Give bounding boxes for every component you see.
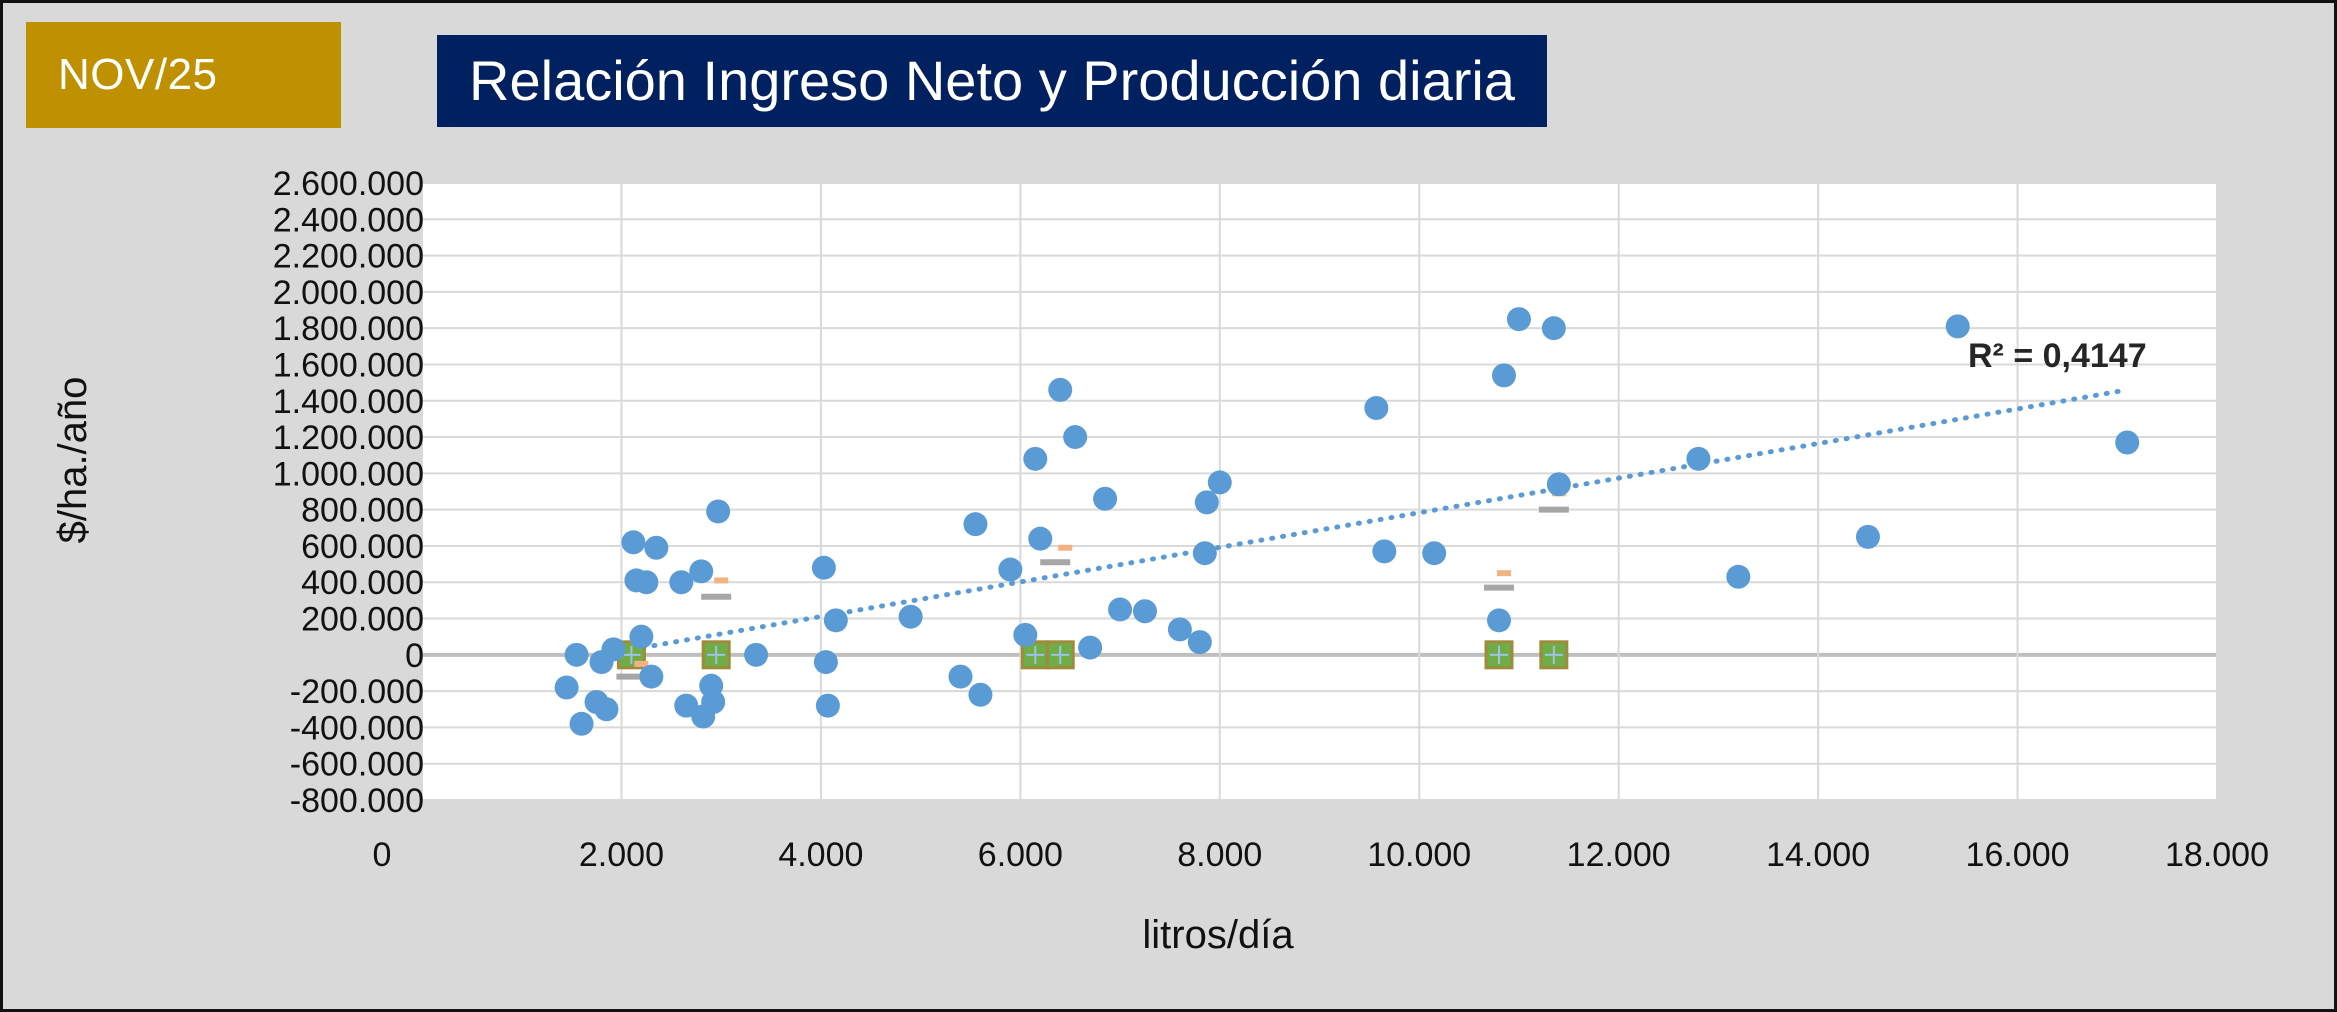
data-point (1167, 617, 1192, 642)
data-point (1491, 363, 1516, 388)
x-tick-label: 10.000 (1367, 836, 1471, 874)
data-point (644, 535, 669, 560)
data-point (813, 650, 838, 675)
square-marker (1045, 640, 1075, 670)
y-tick-label: 1.000.000 (273, 455, 424, 493)
data-point (744, 642, 769, 667)
y-tick-label: 1.400.000 (273, 383, 424, 421)
y-tick-label: 0 (405, 637, 424, 675)
y-tick-label: 2.600.000 (273, 165, 424, 203)
y-tick-label: -600.000 (290, 746, 424, 784)
y-tick-label: 1.600.000 (273, 346, 424, 384)
y-tick-label: -400.000 (290, 709, 424, 747)
data-point (1132, 599, 1157, 624)
data-point (1108, 597, 1133, 622)
data-point (706, 499, 731, 524)
data-point (1048, 377, 1073, 402)
x-tick-label: 4.000 (778, 836, 863, 874)
data-point (1023, 446, 1048, 471)
data-point (669, 570, 694, 595)
data-point (823, 608, 848, 633)
square-marker (701, 640, 731, 670)
x-tick-label: 14.000 (1766, 836, 1870, 874)
data-point (968, 682, 993, 707)
data-point (601, 637, 626, 662)
points-layer (554, 307, 2140, 736)
x-tick-label: 16.000 (1966, 836, 2070, 874)
x-tick-labels: 0 2.000 4.000 6.000 8.000 10.000 12.000 14.000 1… (373, 836, 2269, 874)
data-point (564, 642, 589, 667)
data-point (2115, 430, 2140, 455)
data-point (948, 664, 973, 689)
data-point (1726, 564, 1751, 589)
y-tick-label: -800.000 (290, 782, 424, 820)
y-tick-label: 2.200.000 (273, 238, 424, 276)
trendline-layer (618, 387, 2130, 654)
data-point (1187, 630, 1212, 655)
y-tick-label: 2.400.000 (273, 201, 424, 239)
data-point (1855, 524, 1880, 549)
chart-title: Relación Ingreso Neto y Producción diari… (437, 35, 1547, 127)
data-point (1364, 396, 1389, 421)
data-point (554, 675, 579, 700)
square-marker (1539, 640, 1569, 670)
data-point (594, 697, 619, 722)
data-point (1207, 470, 1232, 495)
x-tick-label: 18.000 (2165, 836, 2269, 874)
date-badge: NOV/25 (26, 22, 341, 128)
x-tick-label: 2.000 (579, 836, 664, 874)
r-squared-label: R² = 0,4147 (1968, 337, 2147, 375)
x-tick-label: 6.000 (978, 836, 1063, 874)
y-tick-label: 1.200.000 (273, 419, 424, 457)
y-tick-label: 600.000 (301, 528, 424, 566)
data-point (963, 512, 988, 537)
data-point (1686, 446, 1711, 471)
data-point (1546, 472, 1571, 497)
data-point (1028, 526, 1053, 551)
data-point (998, 557, 1023, 582)
data-point (1063, 425, 1088, 450)
x-tick-label: 0 (373, 836, 392, 874)
data-point (1487, 608, 1511, 633)
square-marker (1484, 640, 1514, 670)
x-tick-label: 8.000 (1177, 836, 1262, 874)
data-point (1192, 541, 1217, 566)
trendline (618, 387, 2130, 654)
x-tick-label: 12.000 (1567, 836, 1671, 874)
data-point (815, 693, 840, 718)
data-point (689, 559, 714, 584)
data-point (1093, 486, 1118, 511)
y-tick-label: -200.000 (290, 673, 424, 711)
markers-layer (616, 490, 1569, 680)
y-tick-labels: 2.600.0002.400.0002.200.0002.000.0001.80… (273, 165, 424, 820)
data-point (1194, 490, 1219, 515)
y-axis-title: $/ha./año (51, 377, 95, 544)
data-point (1422, 541, 1447, 566)
data-point (1945, 314, 1970, 339)
x-axis-title: litros/día (1142, 913, 1294, 957)
data-point (1541, 316, 1566, 341)
data-point (621, 530, 646, 555)
data-point (898, 604, 923, 629)
y-tick-label: 400.000 (301, 564, 424, 602)
data-point (1013, 622, 1038, 647)
data-point (1372, 539, 1397, 564)
data-point (1506, 307, 1531, 332)
data-point (634, 570, 659, 595)
y-tick-label: 200.000 (301, 601, 424, 639)
data-point (811, 555, 836, 580)
data-point (701, 690, 726, 715)
data-point (1078, 635, 1103, 660)
y-tick-label: 1.800.000 (273, 310, 424, 348)
data-point (629, 624, 654, 649)
y-tick-label: 2.000.000 (273, 274, 424, 312)
data-point (569, 711, 594, 736)
y-tick-label: 800.000 (301, 492, 424, 530)
data-point (639, 664, 664, 689)
